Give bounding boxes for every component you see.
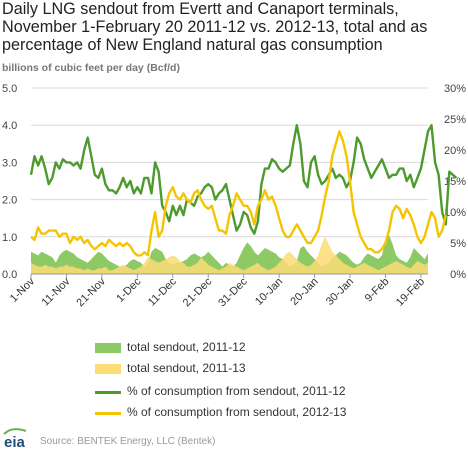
legend-swatch-yellow-line — [95, 412, 121, 415]
x-tick-label: 21-Nov — [74, 275, 108, 309]
x-tick-label: 20-Jan — [288, 276, 320, 308]
y-right-tick-label: 20% — [444, 145, 466, 157]
y-right-tick-label: 25% — [444, 114, 466, 126]
y-right-tick-label: 10% — [444, 207, 466, 219]
x-tick-label: 30-Jan — [324, 276, 356, 308]
y-axis-units-label: billions of cubic feet per day (Bcf/d) — [2, 62, 180, 74]
y-left-tick-label: 2.0 — [2, 195, 17, 207]
x-tick-label: 11-Dec — [146, 275, 179, 308]
x-tick-label: 21-Dec — [181, 275, 215, 309]
legend-swatch-green-area — [95, 343, 121, 353]
chart-title-line-2: November 1-February 20 2011-12 vs. 2012-… — [2, 18, 428, 36]
chart-title-line-3: percentage of New England natural gas co… — [2, 36, 383, 54]
x-tick-label: 31-Dec — [216, 275, 250, 309]
legend-item-pct-2012-13: % of consumption from sendout, 2012-13 — [95, 403, 425, 423]
legend-item-total-2011-13: total sendout, 2011-13 — [95, 359, 425, 379]
y-left-tick-label: 3.0 — [2, 157, 17, 169]
x-tick-label: 10-Jan — [253, 276, 285, 308]
legend-item-pct-2011-12: % of consumption from sendout, 2011-12 — [95, 382, 425, 402]
y-left-tick-label: 1.0 — [2, 232, 17, 244]
chart-title-line-1: Daily LNG sendout from Evertt and Canapo… — [2, 0, 399, 18]
eia-logo-icon: eia — [3, 428, 27, 449]
chart-title: Daily LNG sendout from Evertt and Canapo… — [2, 0, 468, 54]
legend-label: % of consumption from sendout, 2011-12 — [127, 384, 346, 398]
x-tick-label: 19-Feb — [394, 276, 427, 309]
source-note: Source: BENTEK Energy, LLC (Bentek) — [40, 436, 216, 447]
svg-text:eia: eia — [4, 434, 26, 449]
y-left-tick-label: 0.0 — [2, 269, 17, 281]
y-right-tick-label: 30% — [444, 83, 466, 95]
x-tick-label: 9-Feb — [363, 276, 392, 305]
y-left-tick-label: 5.0 — [2, 83, 17, 95]
y-right-tick-label: 5% — [450, 238, 466, 250]
y-right-tick-label: 0% — [450, 269, 466, 281]
x-tick-label: 11-Nov — [40, 275, 73, 308]
legend-swatch-yellow-area — [95, 364, 121, 374]
legend-label: % of consumption from sendout, 2012-13 — [127, 405, 347, 419]
series-line-4 — [30, 130, 447, 257]
legend-swatch-green-line — [95, 391, 121, 394]
y-left-tick-label: 4.0 — [2, 120, 17, 132]
legend-item-total-2011-12: total sendout, 2011-12 — [95, 338, 425, 358]
series-line-3 — [29, 124, 458, 235]
legend-label: total sendout, 2011-13 — [127, 361, 246, 375]
series-area-2 — [31, 236, 428, 274]
x-tick-label: 1-Dec — [114, 275, 144, 305]
legend-label: total sendout, 2011-12 — [127, 340, 246, 354]
